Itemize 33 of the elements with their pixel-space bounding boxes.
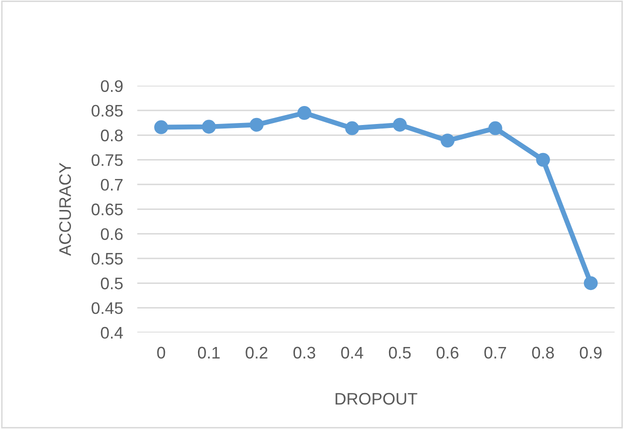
- point: [297, 106, 312, 120]
- y-tick-label: 0.75: [92, 154, 123, 166]
- point: [584, 276, 598, 290]
- y-tick-label: 0.4: [100, 326, 123, 339]
- y-tick-label: 0.6: [100, 228, 123, 240]
- x-tick-label: 0.5: [388, 346, 411, 359]
- y-tick-label: 0.7: [100, 178, 123, 191]
- x-tick-label: 0.2: [246, 346, 268, 359]
- point: [488, 121, 502, 136]
- point: [440, 134, 455, 148]
- y-tick-label: 0.85: [92, 104, 123, 117]
- point: [202, 120, 216, 134]
- point: [392, 118, 407, 132]
- x-tick-label: 0.9: [580, 346, 602, 359]
- point: [250, 118, 264, 132]
- x-tick-label: 0: [157, 346, 166, 359]
- x-axis-title: DROPOUT: [336, 392, 418, 405]
- y-tick-label: 0.55: [92, 252, 123, 265]
- y-tick-label: 0.45: [92, 302, 123, 314]
- point: [345, 121, 360, 136]
- x-tick-label: 0.8: [532, 346, 554, 359]
- y-tick-label: 0.5: [100, 278, 123, 290]
- y-tick-label: 0.9: [100, 80, 123, 92]
- x-tick-label: 0.1: [198, 346, 220, 359]
- y-axis-title: ACCURACY: [59, 162, 71, 256]
- x-tick-label: 0.3: [293, 346, 316, 359]
- point: [154, 120, 168, 134]
- x-tick-label: 0.7: [484, 346, 506, 359]
- point: [536, 152, 550, 167]
- x-tick-label: 0.4: [341, 346, 364, 359]
- x-tick-label: 0.6: [436, 346, 458, 359]
- y-tick-label: 0.8: [100, 130, 123, 142]
- y-tick-label: 0.65: [92, 204, 123, 216]
